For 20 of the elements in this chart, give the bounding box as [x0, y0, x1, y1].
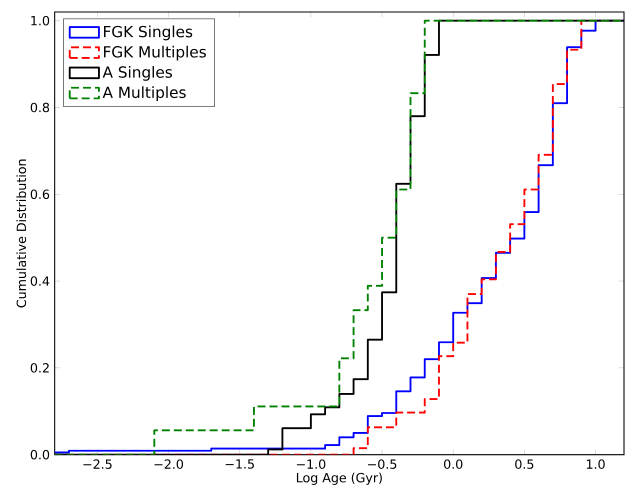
x-tick-label: −0.5	[368, 459, 396, 469]
x-tick-label: −1.0	[296, 459, 326, 469]
legend-label: A Multiples	[102, 86, 186, 101]
x-tick-label: 0.0	[444, 459, 462, 469]
y-tick-label: 0.8	[30, 102, 50, 112]
y-tick-label: 0.6	[30, 189, 50, 199]
x-tick-label: −2.0	[154, 459, 184, 469]
x-axis-title: Log Age (Gyr)	[296, 472, 382, 485]
y-axis-title: Cumulative Distribution	[16, 159, 26, 308]
x-tick-label: 1.0	[586, 459, 605, 469]
y-tick-label: 0.0	[30, 450, 50, 460]
legend-label: FGK Singles	[104, 25, 192, 40]
y-tick-label: 0.2	[30, 362, 49, 372]
y-tick-label: 1.0	[31, 16, 50, 26]
x-tick-label: 0.5	[515, 459, 534, 469]
legend-label: A Singles	[102, 66, 172, 81]
x-tick-label: −1.5	[226, 459, 254, 469]
y-tick-label: 0.4	[30, 276, 50, 286]
legend-label: FGK Multiples	[104, 46, 206, 60]
x-tick-label: −2.5	[83, 459, 112, 469]
